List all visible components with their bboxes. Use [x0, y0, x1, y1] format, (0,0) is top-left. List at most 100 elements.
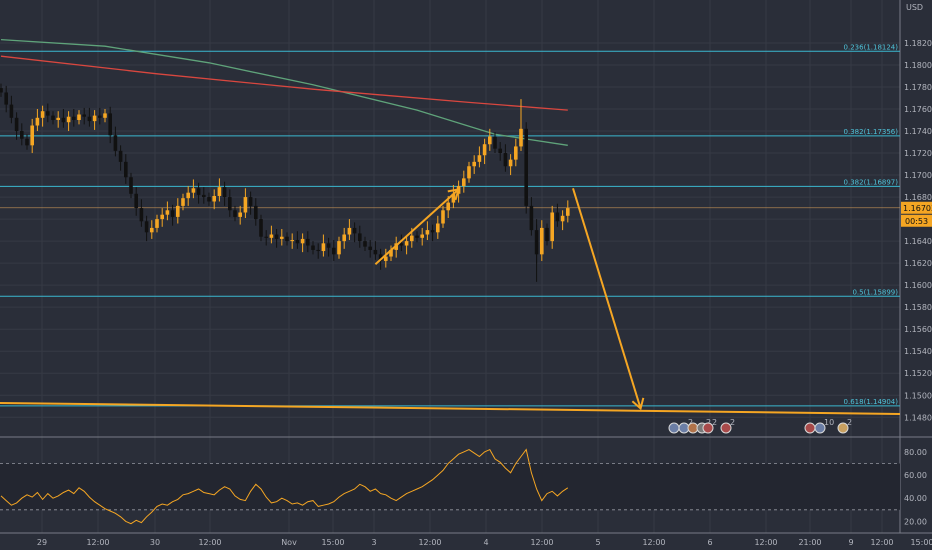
- event-icon: [702, 422, 714, 434]
- time-tick-label: 12:00: [754, 538, 777, 547]
- fib-label: 0.618(1.14904): [844, 398, 899, 406]
- candle-body: [4, 92, 8, 105]
- candle-body: [217, 187, 222, 196]
- time-tick-label: 12:00: [418, 538, 441, 547]
- candle-body: [66, 116, 71, 123]
- event-badge: 2: [847, 418, 852, 427]
- price-tick-label: 1.16400: [904, 237, 932, 246]
- candle-body: [415, 235, 419, 238]
- price-axis[interactable]: USD 1.18200 1.18000 1.17800 1.17600 1.17400 1.…: [901, 3, 932, 526]
- candle-body: [274, 234, 279, 239]
- candle-body: [228, 197, 232, 211]
- candle-body: [352, 227, 357, 234]
- arrow-down-head: [631, 397, 645, 411]
- economic-events[interactable]: 2 2 2 2 10 2: [668, 418, 852, 434]
- candle-body: [342, 234, 346, 242]
- candle-body: [87, 116, 92, 122]
- candle-body: [222, 187, 227, 198]
- candle-body: [9, 104, 14, 118]
- price-tick-label: 1.16800: [904, 193, 932, 202]
- event-icon: [668, 422, 680, 434]
- price-tick-label: 1.18200: [904, 39, 932, 48]
- candle-body: [176, 205, 180, 217]
- candle-body: [425, 230, 430, 235]
- candle-body: [337, 241, 341, 255]
- time-tick-label: 15:00: [321, 538, 344, 547]
- candle-body: [472, 161, 476, 167]
- candle-body: [332, 247, 336, 255]
- candle-body: [51, 115, 55, 121]
- candle-body: [259, 219, 263, 237]
- candle-body: [326, 243, 331, 248]
- candle-body: [488, 136, 492, 145]
- candle-body: [129, 177, 133, 194]
- candle-body: [347, 227, 352, 235]
- candle-body: [118, 150, 123, 162]
- rsi-band-fill: [0, 463, 900, 510]
- candle-body: [404, 241, 409, 246]
- candle-body: [186, 192, 190, 199]
- rsi-tick-label: 40.00: [904, 494, 927, 503]
- candle-body: [92, 115, 97, 122]
- candle-body: [233, 210, 237, 217]
- candle-body: [181, 198, 185, 206]
- candle-body: [368, 246, 372, 250]
- candle-body: [150, 227, 154, 233]
- price-tick-label: 1.15600: [904, 325, 932, 334]
- current-price-badge: [901, 201, 932, 214]
- current-price-label: 1.16703: [903, 204, 932, 213]
- candle-body: [321, 243, 326, 252]
- candle-body: [155, 219, 159, 228]
- candle-body: [113, 135, 118, 151]
- event-badge: 2: [712, 418, 717, 427]
- time-tick-label: 12:00: [86, 538, 109, 547]
- candle-body: [191, 188, 196, 193]
- candle-body: [14, 117, 19, 132]
- candle-body: [160, 214, 164, 220]
- candle-body: [560, 215, 565, 222]
- price-tick-label: 1.17000: [904, 171, 932, 180]
- candle-body: [25, 138, 29, 146]
- price-tick-label: 1.17800: [904, 83, 932, 92]
- candle-body: [202, 194, 206, 198]
- candle-body: [165, 210, 170, 215]
- candle-body: [295, 240, 300, 244]
- candle-body: [462, 178, 466, 187]
- grid: [0, 0, 932, 534]
- time-tick-label: 12:00: [198, 538, 221, 547]
- rsi-tick-label: 20.00: [904, 517, 927, 526]
- candle-body: [441, 210, 445, 224]
- time-tick-label: 3: [371, 538, 376, 547]
- candle-body: [46, 111, 50, 116]
- candle-body: [451, 193, 456, 203]
- candle-body: [40, 111, 45, 118]
- price-tick-label: 1.18000: [904, 61, 932, 70]
- drawings: [0, 187, 901, 415]
- price-tick-label: 1.16200: [904, 259, 932, 268]
- candle-body: [264, 236, 268, 238]
- candle-body: [550, 212, 554, 242]
- time-axis[interactable]: 29 12:00 30 12:00 Nov 15:00 3 12:00 4 12:00 5 12:00…: [37, 538, 932, 547]
- event-icon: [814, 422, 826, 434]
- candle-body: [243, 197, 248, 213]
- candle-body: [399, 243, 404, 246]
- candle-body: [0, 88, 3, 93]
- fib-label: 0.236(1.18124): [844, 43, 899, 51]
- candle-body: [103, 113, 107, 118]
- candle-body: [566, 208, 570, 216]
- fib-label: 0.5(1.15899): [852, 288, 898, 296]
- candle-body: [134, 193, 138, 209]
- candle-body: [514, 146, 518, 160]
- candle-body: [285, 236, 289, 242]
- event-icon: [720, 422, 732, 434]
- arrow-down-shaft: [572, 187, 642, 409]
- time-tick-label: 21:00: [798, 538, 821, 547]
- rsi-line: [0, 448, 569, 525]
- candle-body: [430, 230, 435, 233]
- candle-body: [170, 210, 175, 217]
- candle-body: [108, 113, 112, 136]
- candle-body: [384, 256, 388, 261]
- rsi-tick-label: 80.00: [904, 448, 927, 457]
- price-tick-label: 1.15800: [904, 303, 932, 312]
